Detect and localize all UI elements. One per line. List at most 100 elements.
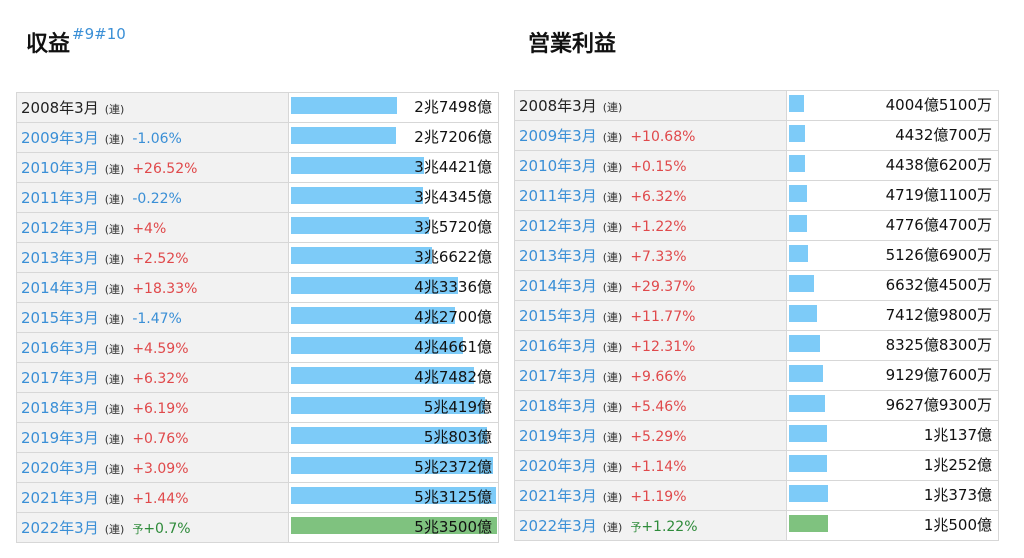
- year-link[interactable]: 2017年3月: [21, 369, 99, 387]
- year-link[interactable]: 2009年3月: [21, 129, 99, 147]
- change-percent: +0.76%: [132, 431, 189, 447]
- year-link[interactable]: 2022年3月: [519, 517, 597, 535]
- consolidated-tag: (連): [602, 101, 623, 114]
- change-percent: +1.19%: [630, 489, 687, 505]
- amount-cell: 3兆5720億: [288, 212, 499, 243]
- table-row: 2022年3月 (連) 予+0.7% 5兆3500億: [16, 512, 499, 543]
- value-bar: [789, 425, 827, 442]
- value-bar: [291, 277, 458, 294]
- table-row: 2020年3月 (連) +1.14% 1兆252億: [514, 450, 999, 481]
- year-link[interactable]: 2018年3月: [519, 397, 597, 415]
- period-cell: 2017年3月 (連) +6.32%: [16, 362, 289, 393]
- value-bar: [291, 307, 455, 324]
- operating-profit-table: 2008年3月 (連) 4004億5100万 2009年3月 (連) +10.68% 443…: [514, 90, 999, 541]
- year-link[interactable]: 2019年3月: [21, 429, 99, 447]
- year-link[interactable]: 2014年3月: [519, 277, 597, 295]
- amount-cell: 1兆500億: [786, 510, 999, 541]
- change-percent: +1.22%: [641, 519, 698, 535]
- value-bar: [291, 217, 429, 234]
- year-link[interactable]: 2011年3月: [519, 187, 597, 205]
- table-row: 2014年3月 (連) +29.37% 6632億4500万: [514, 270, 999, 301]
- year-link[interactable]: 2012年3月: [519, 217, 597, 235]
- amount-cell: 5兆2372億: [288, 452, 499, 483]
- year-link[interactable]: 2010年3月: [519, 157, 597, 175]
- period-cell: 2011年3月 (連) +6.32%: [514, 180, 787, 211]
- change-percent: +9.66%: [630, 369, 687, 385]
- value-bar: [291, 367, 474, 384]
- year-link[interactable]: 2015年3月: [21, 309, 99, 327]
- change-percent: +6.19%: [132, 401, 189, 417]
- year-link[interactable]: 2016年3月: [519, 337, 597, 355]
- table-row: 2012年3月 (連) +4% 3兆5720億: [16, 212, 499, 243]
- amount-cell: 2兆7498億: [288, 92, 499, 123]
- table-row: 2015年3月 (連) -1.47% 4兆2700億: [16, 302, 499, 333]
- value-bar: [789, 365, 823, 382]
- amount-value: 4438億6200万: [885, 156, 992, 174]
- year-link[interactable]: 2019年3月: [519, 427, 597, 445]
- year-link[interactable]: 2022年3月: [21, 519, 99, 537]
- revenue-refs-link[interactable]: #9#10: [72, 25, 126, 43]
- year-link[interactable]: 2012年3月: [21, 219, 99, 237]
- year-link[interactable]: 2021年3月: [21, 489, 99, 507]
- year-link[interactable]: 2021年3月: [519, 487, 597, 505]
- amount-value: 3兆5720億: [414, 218, 492, 236]
- amount-cell: 4719億1100万: [786, 180, 999, 211]
- consolidated-tag: (連): [602, 191, 623, 204]
- consolidated-tag: (連): [104, 193, 125, 206]
- amount-cell: 4兆2700億: [288, 302, 499, 333]
- year-link[interactable]: 2013年3月: [21, 249, 99, 267]
- table-row: 2008年3月 (連) 2兆7498億: [16, 92, 499, 123]
- amount-cell: 4432億700万: [786, 120, 999, 151]
- value-bar: [291, 127, 396, 144]
- revenue-heading: 収益 #9#10: [26, 25, 498, 62]
- consolidated-tag: (連): [602, 431, 623, 444]
- change-percent: +1.22%: [630, 219, 687, 235]
- year-link[interactable]: 2018年3月: [21, 399, 99, 417]
- period-cell: 2012年3月 (連) +4%: [16, 212, 289, 243]
- value-bar: [291, 187, 423, 204]
- change-percent: +4.59%: [132, 341, 189, 357]
- amount-cell: 3兆4345億: [288, 182, 499, 213]
- period-cell: 2016年3月 (連) +12.31%: [514, 330, 787, 361]
- consolidated-tag: (連): [104, 373, 125, 386]
- amount-cell: 5兆803億: [288, 422, 499, 453]
- amount-value: 4兆2700億: [414, 308, 492, 326]
- year-link[interactable]: 2020年3月: [21, 459, 99, 477]
- year-link[interactable]: 2010年3月: [21, 159, 99, 177]
- value-bar: [291, 397, 485, 414]
- year-link[interactable]: 2011年3月: [21, 189, 99, 207]
- operating-profit-panel: 営業利益 2008年3月 (連) 4004億5100万 2009年3月 (連) +10.6…: [514, 28, 999, 541]
- table-row: 2022年3月 (連) 予+1.22% 1兆500億: [514, 510, 999, 541]
- amount-cell: 1兆252億: [786, 450, 999, 481]
- amount-value: 4432億700万: [895, 126, 992, 144]
- table-row: 2016年3月 (連) +4.59% 4兆4661億: [16, 332, 499, 363]
- table-row: 2018年3月 (連) +5.46% 9627億9300万: [514, 390, 999, 421]
- amount-value: 3兆4421億: [414, 158, 492, 176]
- amount-value: 5兆3500億: [414, 518, 492, 536]
- change-percent: +0.15%: [630, 159, 687, 175]
- amount-cell: 5126億6900万: [786, 240, 999, 271]
- table-row: 2021年3月 (連) +1.19% 1兆373億: [514, 480, 999, 511]
- amount-value: 4004億5100万: [885, 96, 992, 114]
- amount-cell: 3兆6622億: [288, 242, 499, 273]
- year-link[interactable]: 2020年3月: [519, 457, 597, 475]
- consolidated-tag: (連): [602, 251, 623, 264]
- period-cell: 2010年3月 (連) +26.52%: [16, 152, 289, 183]
- period-cell: 2020年3月 (連) +1.14%: [514, 450, 787, 481]
- consolidated-tag: (連): [104, 343, 125, 356]
- year-link[interactable]: 2017年3月: [519, 367, 597, 385]
- amount-cell: 4兆7482億: [288, 362, 499, 393]
- period-cell: 2008年3月 (連): [514, 90, 787, 121]
- year-link[interactable]: 2014年3月: [21, 279, 99, 297]
- table-row: 2010年3月 (連) +26.52% 3兆4421億: [16, 152, 499, 183]
- year-link[interactable]: 2009年3月: [519, 127, 597, 145]
- year-link[interactable]: 2013年3月: [519, 247, 597, 265]
- amount-value: 4776億4700万: [885, 216, 992, 234]
- change-percent: +1.14%: [630, 459, 687, 475]
- table-row: 2021年3月 (連) +1.44% 5兆3125億: [16, 482, 499, 513]
- year-link[interactable]: 2015年3月: [519, 307, 597, 325]
- change-percent: +7.33%: [630, 249, 687, 265]
- amount-value: 1兆500億: [923, 516, 992, 534]
- change-percent: +18.33%: [132, 281, 198, 297]
- year-link[interactable]: 2016年3月: [21, 339, 99, 357]
